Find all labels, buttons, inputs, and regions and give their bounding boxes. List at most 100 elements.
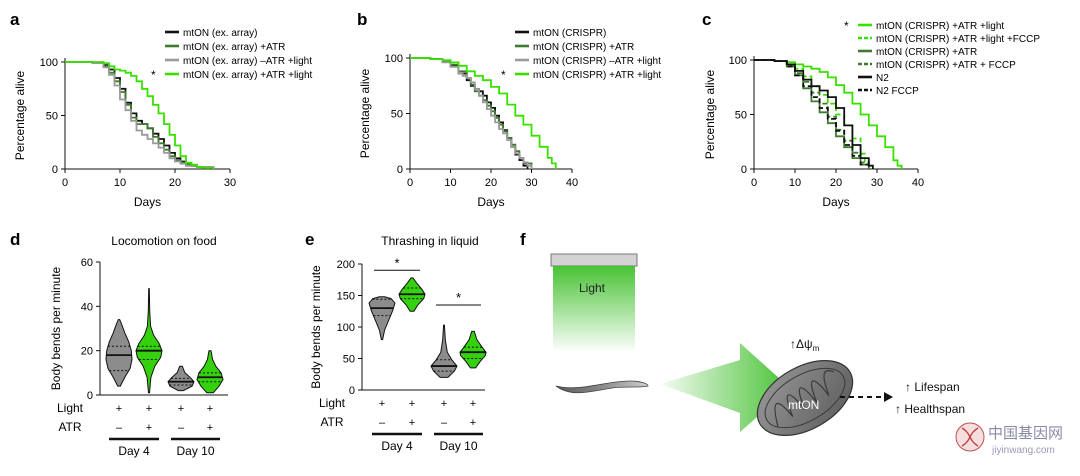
light-sign: + bbox=[470, 398, 476, 410]
x-tick-label: 40 bbox=[912, 177, 924, 189]
y-axis-label: Body bends per minute bbox=[49, 266, 63, 390]
worm bbox=[555, 380, 649, 394]
legend-label: mtON (ex. array) bbox=[183, 28, 257, 39]
significance-star: * bbox=[394, 255, 399, 270]
survival-chart-c: 0 50 100 0 10 20 30 40 Days Percentage alive mtON … bbox=[703, 19, 1040, 209]
violin-shape bbox=[368, 296, 396, 341]
light-sign: + bbox=[146, 403, 152, 415]
atr-sign: + bbox=[146, 422, 152, 434]
x-tick-label: 20 bbox=[485, 177, 497, 189]
legend-label: mtON (CRISPR) +ATR bbox=[876, 47, 977, 58]
group-label: Day 10 bbox=[176, 444, 214, 458]
legend-label: mtON (CRISPR) +ATR +light bbox=[876, 21, 1004, 32]
significance-star: * bbox=[844, 19, 849, 33]
y-tick-label: 40 bbox=[81, 301, 93, 313]
atr-sign: – bbox=[379, 417, 386, 429]
x-tick-label: 10 bbox=[114, 177, 126, 189]
mitochondrion-icon bbox=[756, 360, 854, 436]
legend-label: mtON (CRISPR) –ATR +light bbox=[533, 56, 661, 67]
y-tick-label: 0 bbox=[52, 164, 58, 176]
panel-letter-e: e bbox=[305, 230, 314, 249]
mito-label: mtON bbox=[788, 398, 819, 412]
y-tick-label: 0 bbox=[87, 390, 93, 402]
x-tick-label: 20 bbox=[830, 177, 842, 189]
x-tick-label: 0 bbox=[407, 177, 413, 189]
outcome-healthspan: ↑ Healthspan bbox=[895, 402, 965, 416]
series-line bbox=[754, 59, 870, 169]
panel-letter-d: d bbox=[10, 230, 20, 249]
violin-shape bbox=[196, 350, 224, 394]
violin-shape bbox=[459, 330, 487, 369]
watermark-title: 中国基因网 bbox=[988, 425, 1063, 442]
panel-letter-c: c bbox=[702, 10, 711, 29]
y-tick-label: 100 bbox=[337, 322, 355, 334]
x-axis-label: Days bbox=[477, 195, 504, 209]
group-label: Day 4 bbox=[118, 444, 150, 458]
y-tick-label: 60 bbox=[81, 257, 93, 269]
violin-shape bbox=[105, 319, 133, 387]
survival-chart-a: 0 50 100 0 10 20 30 Days Percentage alive mtON (e… bbox=[13, 28, 313, 209]
series-line bbox=[410, 57, 533, 169]
row-label-atr: ATR bbox=[320, 415, 343, 429]
x-tick-label: 40 bbox=[566, 177, 578, 189]
outcome-lifespan: ↑ Lifespan bbox=[905, 380, 960, 394]
legend-label: N2 bbox=[876, 73, 889, 84]
atr-sign: – bbox=[178, 422, 185, 434]
chart-title: Locomotion on food bbox=[111, 234, 216, 248]
series-line bbox=[65, 61, 215, 169]
series-line bbox=[410, 57, 533, 169]
legend-label: mtON (ex. array) –ATR +light bbox=[183, 56, 312, 67]
legend-label: mtON (CRISPR) +ATR +light bbox=[533, 70, 661, 81]
y-tick-label: 50 bbox=[46, 111, 58, 123]
legend-label: mtON (ex. array) +ATR bbox=[183, 42, 285, 53]
series-line bbox=[410, 57, 529, 169]
row-label-light: Light bbox=[319, 396, 346, 410]
atr-sign: + bbox=[207, 422, 213, 434]
series-line bbox=[754, 59, 874, 169]
y-axis-label: Percentage alive bbox=[703, 69, 717, 159]
x-tick-label: 0 bbox=[751, 177, 757, 189]
x-tick-label: 20 bbox=[169, 177, 181, 189]
survival-chart-b: 0 50 100 0 10 20 30 40 Days Percentage alive mtON … bbox=[358, 28, 661, 209]
y-tick-label: 0 bbox=[741, 164, 747, 176]
y-axis-label: Body bends per minute bbox=[309, 265, 323, 389]
series-line bbox=[754, 59, 870, 169]
legend-label: mtON (ex. array) +ATR +light bbox=[183, 70, 313, 81]
y-tick-label: 200 bbox=[337, 259, 355, 271]
y-tick-label: 20 bbox=[81, 346, 93, 358]
legend-label: N2 FCCP bbox=[876, 86, 919, 97]
watermark: 中国基因网 jiyinwang.com bbox=[955, 422, 1063, 456]
row-label-light: Light bbox=[57, 401, 84, 415]
x-axis-label: Days bbox=[134, 195, 161, 209]
x-tick-label: 10 bbox=[789, 177, 801, 189]
y-tick-label: 100 bbox=[385, 53, 403, 65]
atr-sign: + bbox=[409, 417, 415, 429]
x-tick-label: 30 bbox=[224, 177, 236, 189]
atr-sign: – bbox=[116, 422, 123, 434]
y-axis-label: Percentage alive bbox=[358, 68, 372, 158]
y-tick-label: 50 bbox=[343, 354, 355, 366]
chart-title: Thrashing in liquid bbox=[381, 234, 478, 248]
violin-chart-d: Locomotion on food 0 20 40 60 Body bends per … bbox=[49, 234, 228, 458]
violin-shape bbox=[430, 324, 458, 378]
light-sign: + bbox=[116, 403, 122, 415]
y-tick-label: 0 bbox=[397, 164, 403, 176]
light-beam bbox=[553, 266, 635, 350]
light-sign: + bbox=[178, 403, 184, 415]
dna-strand-icon bbox=[961, 427, 979, 447]
violin-chart-e: Thrashing in liquid 0 50 100 150 200 Body bend… bbox=[309, 234, 487, 453]
legend-label: mtON (CRISPR) +ATR + FCCP bbox=[876, 60, 1016, 71]
y-tick-label: 100 bbox=[40, 57, 58, 69]
atr-sign: + bbox=[470, 417, 476, 429]
y-axis-label: Percentage alive bbox=[13, 70, 27, 160]
light-sign: + bbox=[441, 398, 447, 410]
legend-label: mtON (CRISPR) +ATR +light +FCCP bbox=[876, 34, 1040, 45]
group-label: Day 4 bbox=[381, 439, 413, 453]
y-tick-label: 50 bbox=[735, 110, 747, 122]
series-line bbox=[410, 57, 557, 169]
legend-label: mtON (CRISPR) bbox=[533, 28, 606, 39]
atr-sign: – bbox=[441, 417, 448, 429]
x-tick-label: 30 bbox=[871, 177, 883, 189]
schematic-f: Light mtON ↑Δψm ↑ Lifespan ↑ Healthspan bbox=[550, 253, 965, 436]
